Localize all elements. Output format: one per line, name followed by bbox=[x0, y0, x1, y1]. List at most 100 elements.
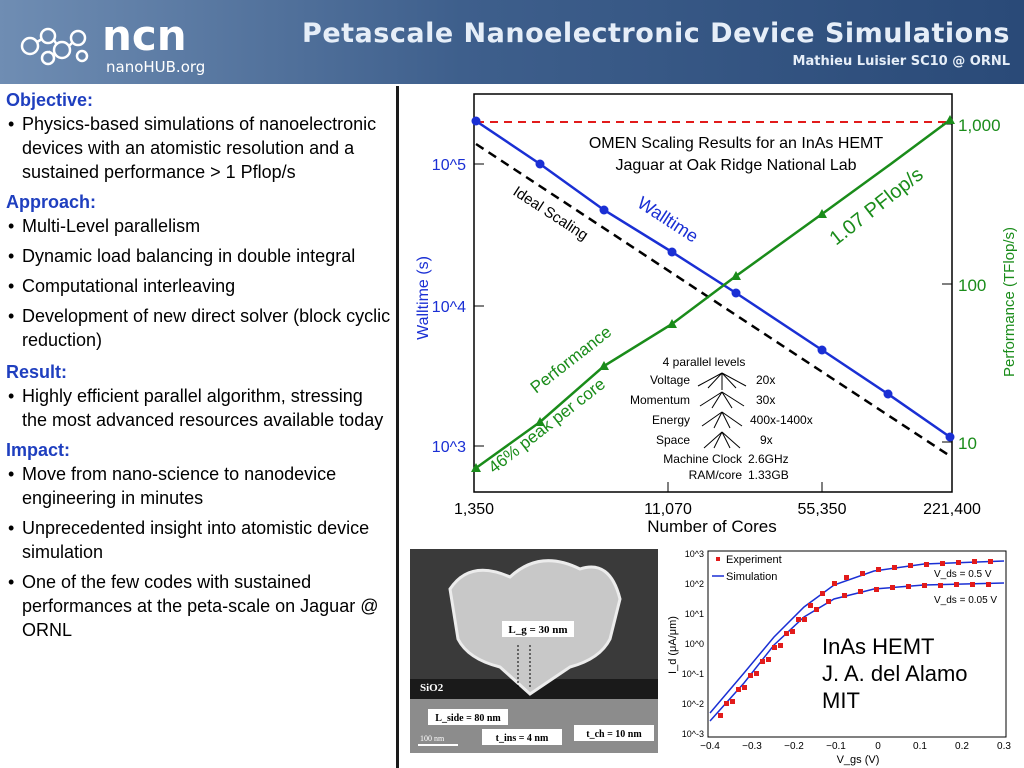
iv-x-ticks: −0.4 −0.3 −0.2 −0.1 0 0.1 0.2 0.3 bbox=[700, 741, 1011, 752]
level-value: 400x-1400x bbox=[750, 413, 813, 427]
performance-point bbox=[817, 209, 827, 218]
iv-y-tick: 10^-1 bbox=[682, 669, 704, 679]
walltime-line bbox=[475, 119, 951, 439]
performance-point bbox=[535, 417, 545, 426]
iv-x-tick: 0.2 bbox=[955, 741, 969, 752]
performance-markers bbox=[471, 115, 955, 472]
parallel-levels-box: 4 parallel levels Voltage 20x Momentum 3… bbox=[630, 355, 813, 482]
approach-item: Multi-Level parallelism bbox=[6, 214, 392, 238]
machine-value: 1.33GB bbox=[748, 468, 789, 482]
x-tick: 11,070 bbox=[644, 501, 692, 518]
x-axis-label: Number of Cores bbox=[647, 517, 776, 536]
performance-point bbox=[599, 361, 609, 370]
walltime-point bbox=[471, 116, 481, 126]
x-tick: 1,350 bbox=[454, 501, 494, 518]
walltime-point bbox=[731, 288, 741, 298]
approach-item: Development of new direct solver (block … bbox=[6, 304, 392, 352]
iv-caption: InAs HEMT J. A. del Alamo MIT bbox=[822, 633, 968, 714]
approach-item: Dynamic load balancing in double integra… bbox=[6, 244, 392, 268]
objective-heading: Objective: bbox=[6, 90, 94, 110]
vds-high-label: V_ds = 0.5 V bbox=[934, 569, 992, 580]
level-value: 30x bbox=[756, 393, 775, 407]
level-value: 20x bbox=[756, 373, 775, 387]
iv-y-tick: 10^0 bbox=[685, 639, 704, 649]
iv-x-tick: 0.1 bbox=[913, 741, 927, 752]
legend-experiment-swatch bbox=[716, 557, 720, 561]
y-axis-label-left: Walltime (s) bbox=[415, 256, 432, 340]
objective-item: Physics-based simulations of nanoelectro… bbox=[6, 112, 392, 184]
machine-value: 2.6GHz bbox=[748, 452, 789, 466]
performance-line bbox=[475, 118, 951, 470]
lside-label: L_side = 80 nm bbox=[435, 713, 501, 724]
iv-y-tick: 10^1 bbox=[685, 609, 704, 619]
iv-x-axis-label: V_gs (V) bbox=[837, 754, 880, 766]
tch-label: t_ch = 10 nm bbox=[586, 729, 642, 740]
simulation-curve-high bbox=[709, 560, 1005, 714]
iv-chart: Experiment Simulation V_ds = 0.5 V V_ds … bbox=[667, 549, 1011, 766]
iv-x-tick: 0.3 bbox=[997, 741, 1011, 752]
y-tick-right: 100 bbox=[958, 276, 986, 295]
ideal-scaling-line bbox=[475, 142, 951, 458]
level-name: Space bbox=[656, 433, 690, 447]
iv-x-tick: −0.1 bbox=[826, 741, 846, 752]
walltime-point bbox=[817, 345, 827, 355]
caption-line: InAs HEMT bbox=[822, 634, 935, 659]
x-tick: 55,350 bbox=[798, 501, 847, 518]
result-heading: Result: bbox=[6, 362, 68, 382]
left-column: Objective: Physics-based simulations of … bbox=[6, 88, 392, 648]
iv-y-axis-label: I_d (μA/μm) bbox=[667, 616, 679, 674]
performance-point bbox=[471, 463, 481, 472]
walltime-point bbox=[667, 247, 677, 257]
molecule-icon bbox=[20, 27, 89, 66]
y-tick-left: 10^4 bbox=[432, 299, 466, 316]
scaling-chart: OMEN Scaling Results for an InAs HEMT Ja… bbox=[415, 93, 1018, 536]
walltime-point bbox=[883, 389, 893, 399]
impact-heading: Impact: bbox=[6, 440, 71, 460]
logo-text: ncn bbox=[102, 11, 187, 60]
performance-point bbox=[731, 271, 741, 280]
machine-name: RAM/core bbox=[689, 468, 743, 482]
impact-item: One of the few codes with sustained perf… bbox=[6, 570, 392, 642]
y-tick-left: 10^3 bbox=[432, 439, 466, 456]
ncn-logo: ncn nanoHUB.org bbox=[20, 11, 205, 76]
impact-section: Impact: Move from nano-science to nanode… bbox=[6, 438, 392, 642]
y-tick-right: 1,000 bbox=[958, 116, 1001, 135]
legend-simulation: Simulation bbox=[726, 571, 777, 583]
level-name: Energy bbox=[652, 413, 690, 427]
iv-x-tick: 0 bbox=[875, 741, 881, 752]
impact-item: Unprecedented insight into atomistic dev… bbox=[6, 516, 392, 564]
iv-y-ticks: 10^3 10^2 10^1 10^0 10^-1 10^-2 10^-3 bbox=[682, 549, 704, 739]
machine-name: Machine Clock bbox=[663, 452, 743, 466]
iv-y-tick: 10^3 bbox=[685, 549, 704, 559]
performance-point bbox=[945, 115, 955, 124]
tree-icon bbox=[697, 372, 747, 449]
page-title: Petascale Nanoelectronic Device Simulati… bbox=[302, 18, 1010, 49]
iv-x-tick: −0.4 bbox=[700, 741, 720, 752]
approach-heading: Approach: bbox=[6, 192, 96, 212]
logo-sub: nanoHUB.org bbox=[106, 58, 205, 76]
performance-point bbox=[667, 319, 677, 328]
walltime-markers bbox=[471, 116, 955, 442]
header-banner: ncn nanoHUB.org Petascale Nanoelectronic… bbox=[0, 0, 1024, 84]
iv-y-tick: 10^2 bbox=[685, 579, 704, 589]
chart-title: OMEN Scaling Results for an InAs HEMT bbox=[589, 135, 884, 152]
walltime-point bbox=[599, 205, 609, 215]
level-name: Voltage bbox=[650, 373, 690, 387]
walltime-point bbox=[945, 432, 955, 442]
legend-experiment: Experiment bbox=[726, 554, 782, 566]
impact-item: Move from nano-science to nanodevice eng… bbox=[6, 462, 392, 510]
sio2-label: SiO2 bbox=[420, 682, 444, 694]
iv-x-tick: −0.3 bbox=[742, 741, 762, 752]
x-tick: 221,400 bbox=[923, 501, 981, 518]
vertical-divider bbox=[396, 86, 399, 768]
y-axis-label-right: Performance (TFlop/s) bbox=[1001, 227, 1018, 377]
approach-item: Computational interleaving bbox=[6, 274, 392, 298]
levels-title: 4 parallel levels bbox=[663, 355, 746, 369]
gate-length-label: L_g = 30 nm bbox=[508, 624, 567, 636]
scale-label: 100 nm bbox=[420, 734, 445, 743]
level-name: Momentum bbox=[630, 393, 690, 407]
hemt-sem-image: L_g = 30 nm SiO2 L_side = 80 nm t_ins = … bbox=[410, 549, 658, 753]
walltime-point bbox=[535, 159, 545, 169]
tins-label: t_ins = 4 nm bbox=[496, 733, 549, 744]
caption-line: J. A. del Alamo bbox=[822, 661, 968, 686]
